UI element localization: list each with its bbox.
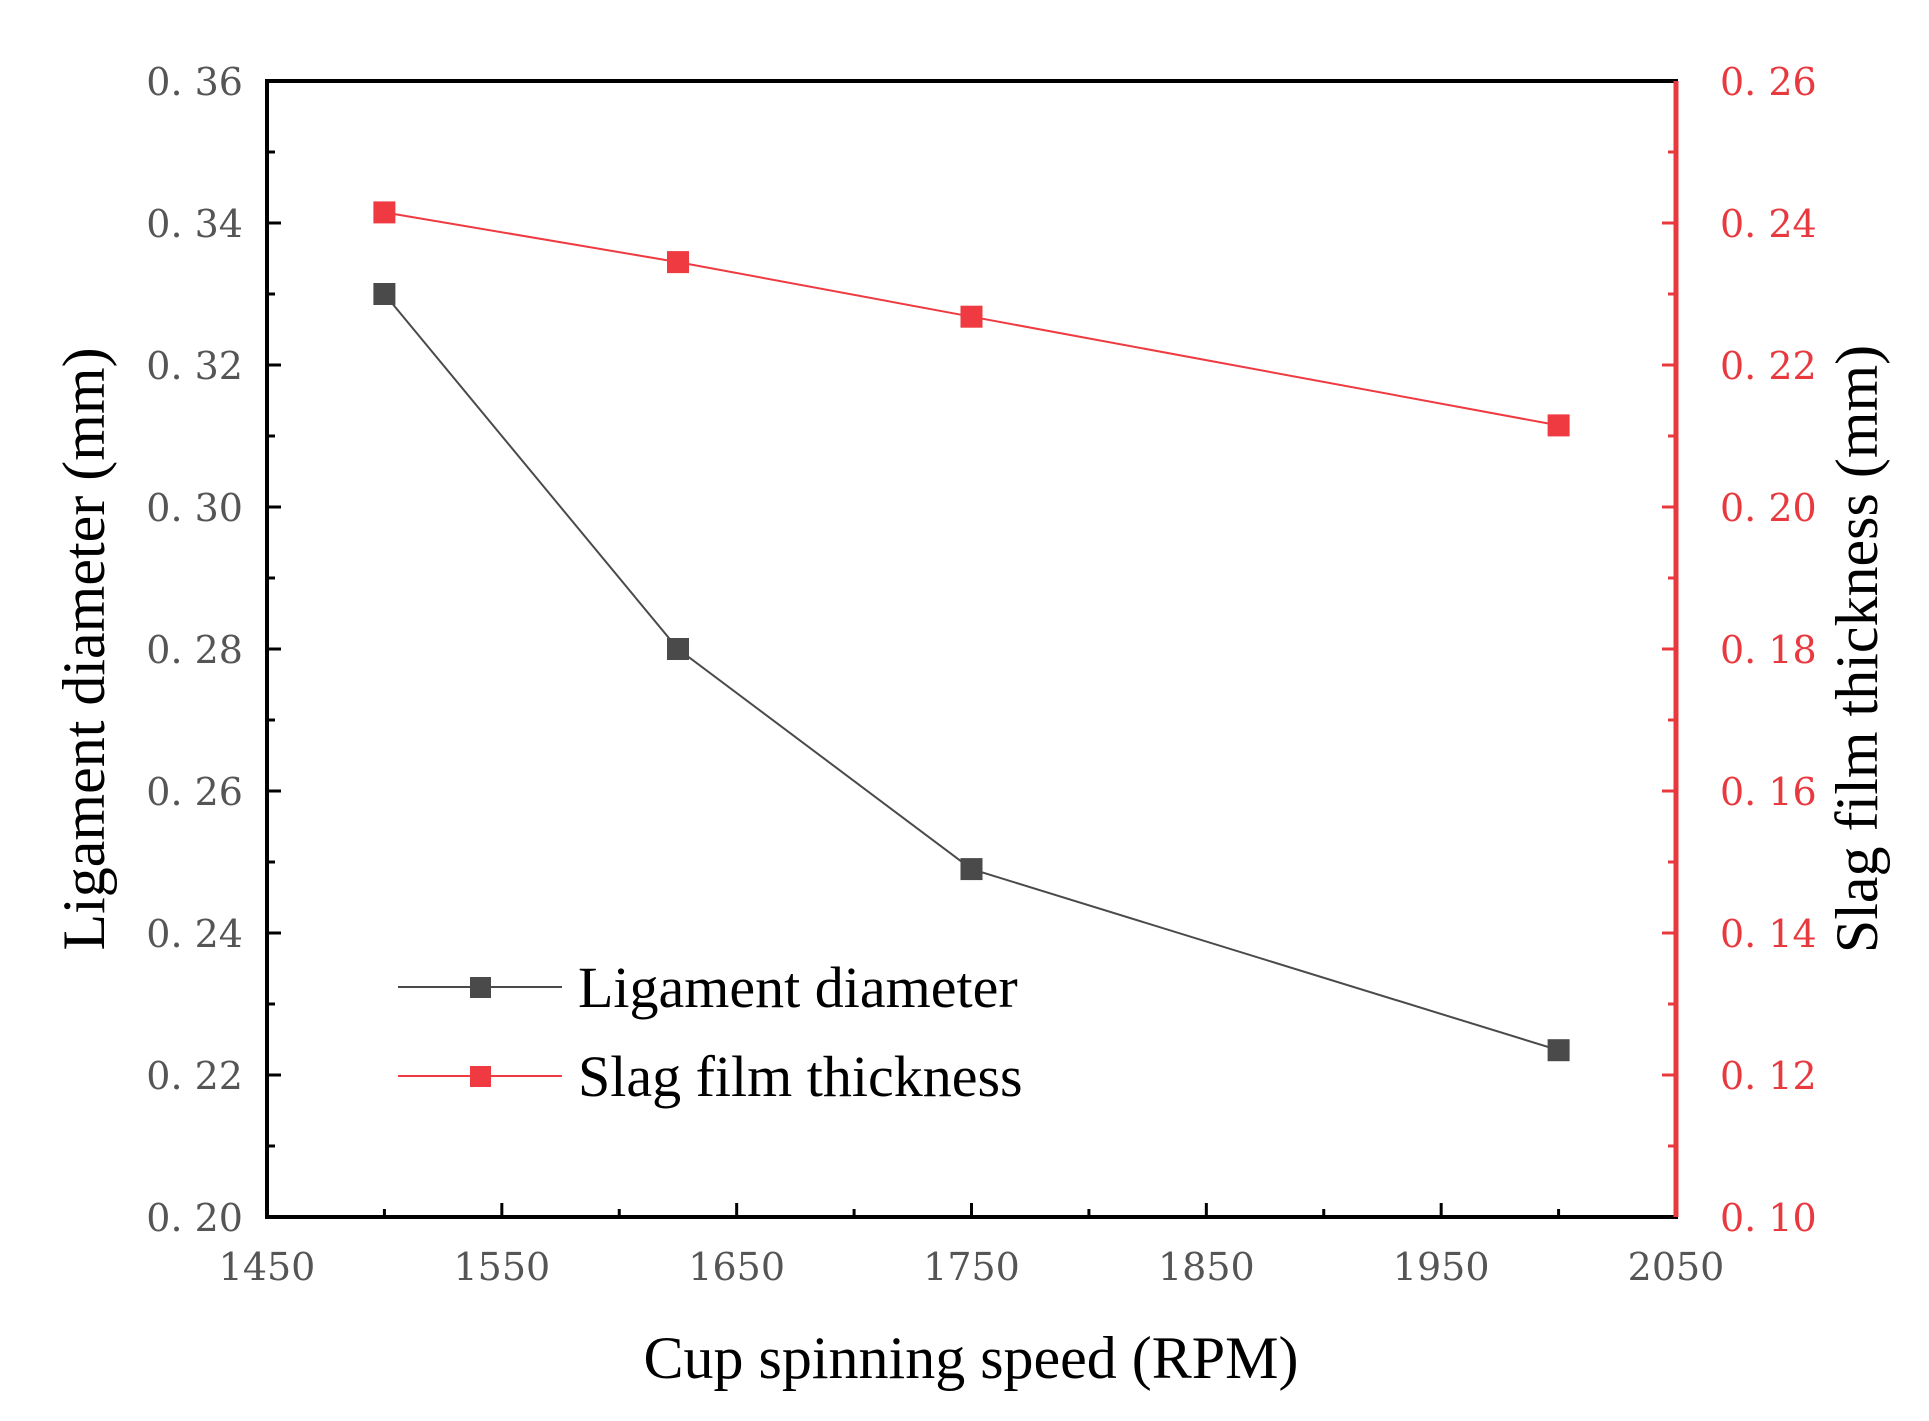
- y-axis-title-left: Ligament diameter (mm): [51, 347, 117, 950]
- legend-label-ligament: Ligament diameter: [578, 955, 1018, 1020]
- series-point-1: [373, 201, 396, 224]
- y-right-tick-label: 0. 26: [1720, 60, 1817, 104]
- y-right-tick-label: 0. 22: [1720, 344, 1817, 388]
- x-tick-label: 1950: [1393, 1245, 1490, 1289]
- x-tick-label: 2050: [1628, 1245, 1725, 1289]
- series-point-1: [960, 305, 983, 328]
- series-point-0: [960, 858, 983, 881]
- legend-label-slag: Slag film thickness: [578, 1044, 1023, 1109]
- legend-marker-slag: [470, 1066, 491, 1087]
- series-point-0: [667, 638, 689, 660]
- series-point-0: [373, 283, 396, 305]
- y-right-tick-label: 0. 16: [1720, 770, 1817, 814]
- y-left-tick-label: 0. 30: [146, 486, 243, 530]
- y-right-tick-label: 0. 24: [1720, 202, 1817, 246]
- series-layer: [373, 201, 1570, 1062]
- y-left-tick-label: 0. 36: [146, 60, 243, 104]
- x-tick-label: 1550: [453, 1245, 550, 1289]
- y-right-tick-label: 0. 20: [1720, 486, 1817, 530]
- y-right-tick-label: 0. 10: [1720, 1196, 1817, 1240]
- y-left-tick-label: 0. 24: [146, 912, 243, 956]
- y-axis-title-right: Slag film thickness (mm): [1824, 345, 1890, 953]
- y-right-tick-label: 0. 12: [1720, 1054, 1817, 1098]
- y-left-tick-label: 0. 32: [146, 344, 243, 388]
- axis-ticks: 1450 1550 1650 1750 1850 1950 2050 0. 20 0. 22 0.…: [146, 60, 1816, 1289]
- x-tick-label: 1650: [688, 1245, 785, 1289]
- y-right-tick-label: 0. 14: [1720, 912, 1817, 956]
- legend-marker-ligament: [470, 977, 491, 998]
- y-right-tick-label: 0. 18: [1720, 628, 1817, 672]
- x-tick-label: 1750: [923, 1245, 1020, 1289]
- series-line-0: [383, 293, 1559, 1052]
- x-tick-label: 1450: [219, 1245, 316, 1289]
- series-point-1: [667, 251, 689, 274]
- y-left-tick-label: 0. 34: [146, 202, 243, 246]
- y-left-tick-label: 0. 20: [146, 1196, 243, 1240]
- y-left-tick-label: 0. 22: [146, 1054, 243, 1098]
- legend: Ligament diameter Slag film thickness: [398, 955, 1023, 1109]
- y-left-tick-label: 0. 28: [146, 628, 243, 672]
- series-point-0: [1547, 1039, 1570, 1062]
- series-point-1: [1547, 414, 1570, 437]
- x-tick-label: 1850: [1158, 1245, 1255, 1289]
- y-left-tick-label: 0. 26: [146, 770, 243, 814]
- series-line-1: [384, 211, 1559, 427]
- x-axis-title: Cup spinning speed (RPM): [643, 1325, 1298, 1391]
